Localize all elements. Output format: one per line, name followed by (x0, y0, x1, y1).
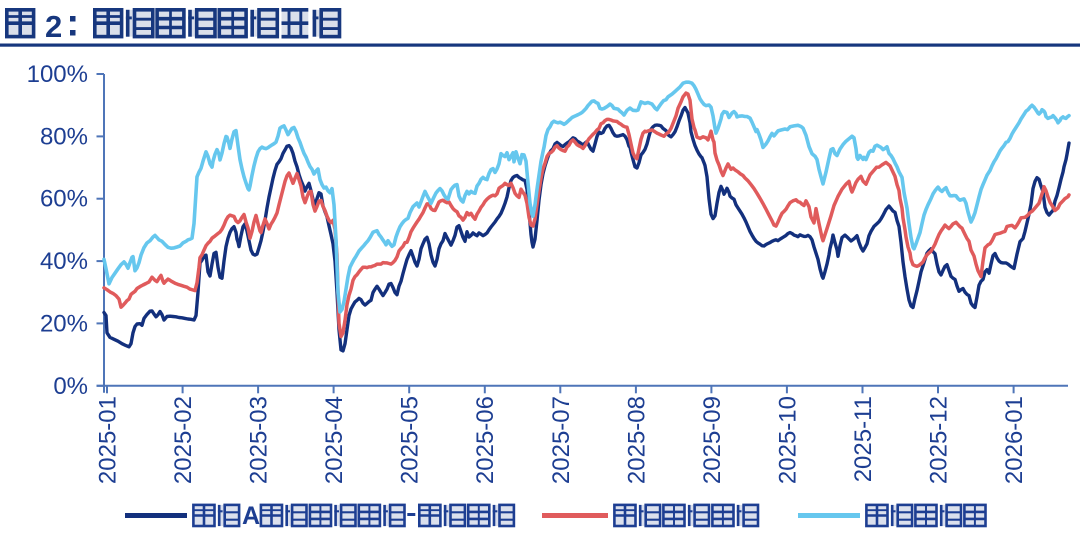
svg-text:40%: 40% (40, 248, 88, 275)
svg-text:2: 2 (45, 9, 62, 44)
svg-text:2025-01: 2025-01 (95, 396, 122, 484)
svg-text:2025-12: 2025-12 (926, 396, 953, 484)
svg-text:2025-08: 2025-08 (623, 396, 650, 484)
svg-text:2025-07: 2025-07 (548, 396, 575, 484)
svg-text:100%: 100% (27, 61, 88, 88)
svg-text:2025-10: 2025-10 (774, 396, 801, 484)
svg-text:A: A (242, 502, 260, 530)
svg-text:2025-04: 2025-04 (321, 396, 348, 484)
svg-text:0%: 0% (53, 373, 88, 400)
svg-text:2025-06: 2025-06 (472, 396, 499, 484)
svg-text:80%: 80% (40, 123, 88, 150)
svg-text:2025-09: 2025-09 (699, 396, 726, 484)
svg-text:2025-05: 2025-05 (397, 396, 424, 484)
svg-text:2025-02: 2025-02 (170, 396, 197, 484)
svg-text:60%: 60% (40, 186, 88, 213)
svg-text:2025-03: 2025-03 (246, 396, 273, 484)
svg-text:2026-01: 2026-01 (1001, 396, 1028, 484)
svg-text:2025-11: 2025-11 (850, 396, 877, 482)
svg-text:20%: 20% (40, 310, 88, 337)
